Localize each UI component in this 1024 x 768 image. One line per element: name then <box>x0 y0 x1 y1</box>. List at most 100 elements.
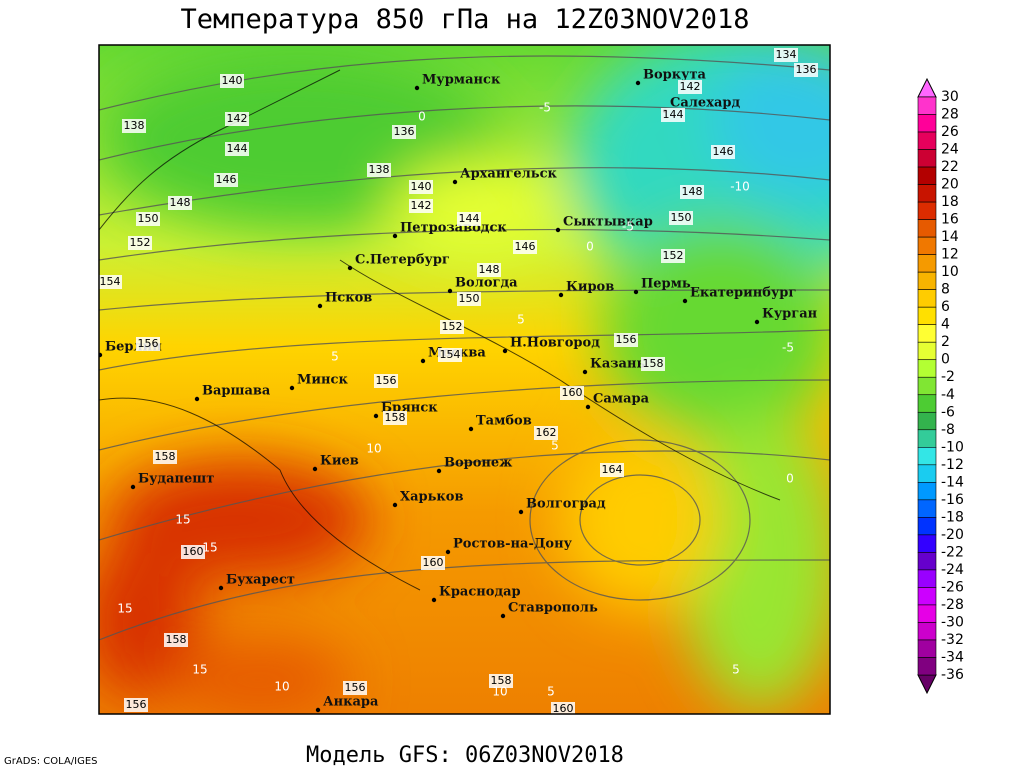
isotherm-label: 5 <box>551 439 559 453</box>
colorbar-swatch <box>917 464 937 483</box>
colorbar-label: -36 <box>941 667 964 683</box>
credit: GrADS: COLA/IGES <box>4 756 98 767</box>
contour-label-box <box>678 80 702 94</box>
city-label: Воронеж <box>444 456 512 471</box>
colorbar-label: -32 <box>941 632 964 648</box>
contour-label: 162 <box>536 426 557 439</box>
map-frame <box>98 44 831 715</box>
contour-label-box <box>600 463 624 477</box>
colorbar-top <box>917 77 937 98</box>
city-label: Пермь <box>641 277 691 292</box>
colorbar-swatch <box>917 482 937 501</box>
contour-label: 152 <box>663 249 684 262</box>
colorbar-label: -22 <box>941 544 964 560</box>
contour-label: 156 <box>376 374 397 387</box>
contour-label-box <box>440 320 464 334</box>
contour-label: 146 <box>216 173 237 186</box>
city-label: Краснодар <box>439 585 521 600</box>
contour-label-box <box>551 702 575 714</box>
city-label: Казань <box>590 357 645 372</box>
colorbar-swatch <box>917 587 937 606</box>
city-label: Волгоград <box>526 497 606 512</box>
colorbar-swatch <box>917 359 937 378</box>
contour-label-box <box>711 145 735 159</box>
colorbar-label: 4 <box>941 317 950 333</box>
colorbar-label: 12 <box>941 247 959 263</box>
contour-label-box <box>343 681 367 695</box>
city-label: Будапешт <box>138 472 214 487</box>
contour-label-box <box>409 180 433 194</box>
contour-label-box <box>560 386 584 400</box>
city-label: Ставрополь <box>508 601 598 616</box>
contour-label-box <box>457 292 481 306</box>
contour-label-box <box>409 199 433 213</box>
contour-label: 146 <box>713 145 734 158</box>
city-dot <box>436 468 442 474</box>
city-dot <box>289 385 295 391</box>
contour-label-box <box>641 357 665 371</box>
colorbar-swatch <box>917 447 937 466</box>
contour-label-box <box>438 348 462 362</box>
isotherm-label: 0 <box>586 240 594 254</box>
model-run: Модель GFS: 06Z03NOV2018 <box>306 743 624 768</box>
colorbar-label: 10 <box>941 264 959 280</box>
colorbar-label: -14 <box>941 474 964 490</box>
contour-label: 158 <box>166 633 187 646</box>
colorbar-label: 2 <box>941 334 950 350</box>
city-label: Анкара <box>323 695 379 710</box>
isotherm-label: 10 <box>492 685 507 699</box>
colorbar-label: 30 <box>941 89 959 105</box>
contour-label: 140 <box>411 180 432 193</box>
city-dot <box>635 80 641 86</box>
contour-label: 142 <box>227 112 248 125</box>
colorbar-swatch <box>917 271 937 290</box>
contour-label: 160 <box>562 386 583 399</box>
contour-label: 156 <box>138 337 159 350</box>
contour-label-box <box>128 236 152 250</box>
city-dot <box>420 358 426 364</box>
contour-label-box <box>225 112 249 126</box>
colorbar-label: -8 <box>941 422 955 438</box>
city-dot <box>452 179 458 185</box>
colorbar-bottom <box>917 674 937 695</box>
colorbar-label: -16 <box>941 492 964 508</box>
contour-label: 136 <box>796 63 817 76</box>
contour-label: 158 <box>491 674 512 687</box>
colorbar-swatch <box>917 114 937 133</box>
city-dot <box>392 502 398 508</box>
colorbar-label: -30 <box>941 614 964 630</box>
city-label: Минск <box>297 373 348 388</box>
contour-label-box <box>421 556 445 570</box>
city-label: Псков <box>325 291 372 306</box>
contour-label-box <box>124 698 148 712</box>
contour-label-box <box>794 63 818 77</box>
contour-label-box <box>774 48 798 62</box>
colorbar-swatch <box>917 639 937 658</box>
city-dot <box>502 348 508 354</box>
city-dot <box>431 597 437 603</box>
colorbar-label: -2 <box>941 369 955 385</box>
contour-label: 154 <box>440 348 461 361</box>
colorbar-label: 20 <box>941 177 959 193</box>
contour-label-box <box>457 212 481 226</box>
colorbar-swatch <box>917 622 937 641</box>
city-label: Киров <box>566 280 614 295</box>
colorbar-swatch <box>917 341 937 361</box>
colorbar-swatch <box>917 411 937 431</box>
map: Мурманск Архангельск Петрозаводск С.Петербу… <box>99 45 830 714</box>
city-dot <box>682 298 688 304</box>
city-dot <box>555 227 561 233</box>
contour-label: 156 <box>616 333 637 346</box>
contour-label-box <box>136 212 160 226</box>
contour-label: 158 <box>155 450 176 463</box>
contour-label: 150 <box>138 212 159 225</box>
city-dot <box>130 484 136 490</box>
contour-label-box <box>136 337 160 351</box>
city-label: Самара <box>593 392 650 407</box>
isotherm-label: -5 <box>622 220 634 234</box>
city-dot <box>315 707 321 713</box>
contour-label: 160 <box>423 556 444 569</box>
colorbar-swatch <box>917 306 937 325</box>
contour-label: 150 <box>671 211 692 224</box>
isotherm-label: -5 <box>539 101 551 115</box>
